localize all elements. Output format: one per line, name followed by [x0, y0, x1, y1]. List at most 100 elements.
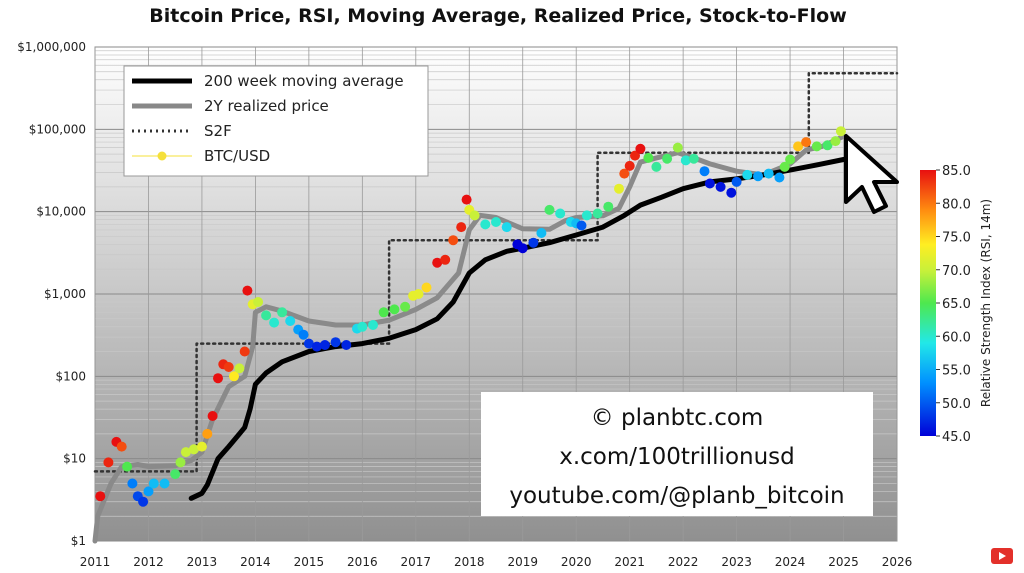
btc-usd-point [330, 337, 341, 348]
btc-usd-point [742, 169, 753, 180]
btc-usd-point [614, 183, 624, 194]
btc-usd-point [801, 137, 812, 148]
btc-usd-point [202, 428, 213, 439]
btc-usd-point [528, 237, 539, 248]
x-tick-label: 2019 [507, 555, 538, 569]
credit-line-youtube: youtube.com/@planb_bitcoin [509, 483, 844, 509]
btc-usd-point [491, 217, 501, 227]
x-tick-label: 2026 [882, 555, 913, 569]
btc-usd-point [662, 153, 673, 164]
colorbar-tick-label: 85.0 [942, 164, 971, 179]
btc-usd-point [536, 228, 547, 238]
x-tick-label: 2018 [454, 555, 485, 569]
btc-usd-point [699, 166, 710, 177]
btc-usd-point [223, 362, 234, 372]
btc-usd-point [680, 155, 691, 166]
btc-usd-point [469, 210, 480, 221]
btc-usd-point [830, 136, 841, 147]
colorbar-tick-label: 80.0 [942, 197, 971, 212]
colorbar-tick-label: 60.0 [942, 330, 971, 345]
y-tick-label: $10 [63, 452, 86, 466]
btc-usd-point [188, 444, 199, 455]
btc-usd-point [319, 340, 330, 350]
btc-usd-point [811, 141, 822, 152]
btc-usd-point [715, 181, 726, 192]
btc-usd-point [127, 478, 138, 489]
colorbar-tick-label: 75.0 [942, 231, 971, 246]
btc-usd-point [95, 491, 106, 502]
btc-usd-point [357, 321, 368, 332]
btc-usd-point [544, 204, 555, 215]
credit-box: © planbtc.com x.com/100trillionusd youtu… [481, 392, 873, 516]
btc-usd-point [303, 338, 314, 349]
btc-usd-point [624, 160, 635, 171]
btc-usd-point [253, 297, 264, 307]
btc-usd-point [277, 307, 288, 318]
btc-usd-point [581, 210, 592, 221]
btc-usd-point [421, 282, 432, 293]
legend-box [123, 65, 429, 177]
subscribe-badge-icon[interactable] [991, 548, 1013, 564]
x-tick-label: 2022 [668, 555, 699, 569]
btc-usd-point [368, 320, 378, 330]
y-tick-label: $1,000,000 [17, 40, 86, 54]
x-tick-label: 2023 [721, 555, 752, 569]
credit-box-bg [481, 392, 873, 516]
colorbar-tick-label: 70.0 [942, 264, 971, 279]
btc-usd-point [501, 222, 512, 233]
btc-usd-point [122, 461, 133, 472]
btc-usd-point [196, 441, 207, 452]
chart-title: Bitcoin Price, RSI, Moving Average, Real… [149, 5, 847, 27]
btc-usd-point [311, 341, 322, 352]
legend-label-200wma: 200 week moving average [204, 72, 404, 90]
btc-usd-point [731, 176, 742, 187]
btc-usd-point [461, 194, 472, 205]
y-axis: $1 $10 $100 $1,000 $10,000 $100,000 $1,000,000 [17, 40, 86, 548]
btc-usd-point [269, 317, 280, 328]
btc-usd-point [103, 457, 114, 468]
colorbar-tick-label: 55.0 [942, 364, 971, 379]
btc-usd-point [234, 363, 245, 374]
btc-usd-point [440, 254, 451, 265]
btc-usd-point [213, 373, 223, 384]
y-tick-label: $1 [71, 534, 86, 548]
btc-usd-point [704, 178, 715, 189]
x-tick-label: 2013 [187, 555, 218, 569]
arrow-cursor-icon [844, 134, 899, 214]
btc-usd-point [138, 496, 149, 507]
colorbar: 45.0 50.0 55.0 60.0 65.0 70.0 75.0 80.0 85.0 Rel… [920, 164, 993, 445]
y-tick-label: $100,000 [29, 122, 86, 136]
x-axis: 2011 2012 2013 2014 2015 2016 2017 2018 2019 2020… [80, 555, 913, 569]
btc-usd-point [448, 235, 459, 246]
x-tick-label: 2011 [80, 555, 111, 569]
btc-usd-point [592, 208, 603, 219]
y-tick-label: $100 [55, 369, 86, 383]
btc-usd-point [239, 346, 250, 357]
colorbar-gradient [920, 170, 936, 436]
colorbar-tick-label: 65.0 [942, 297, 971, 312]
btc-usd-point [651, 161, 662, 172]
btc-usd-point [456, 222, 467, 233]
colorbar-label: Relative Strength Index (RSI, 14m) [979, 199, 993, 407]
btc-usd-point [432, 257, 443, 268]
colorbar-ticks: 45.0 50.0 55.0 60.0 65.0 70.0 75.0 80.0 85.0 [936, 164, 971, 445]
btc-usd-point [175, 457, 186, 468]
btc-usd-point [517, 243, 528, 254]
btc-usd-point [630, 150, 640, 161]
btc-usd-point [753, 171, 763, 182]
credit-line-x: x.com/100trillionusd [559, 444, 795, 470]
btc-usd-point [341, 340, 352, 350]
btc-usd-point [835, 126, 846, 137]
btc-usd-point [143, 486, 154, 497]
x-tick-label: 2016 [347, 555, 378, 569]
y-tick-label: $10,000 [36, 205, 86, 219]
legend: 200 week moving average 2Y realized pric… [123, 65, 429, 177]
line-s2f [93, 71, 899, 473]
x-tick-label: 2014 [240, 555, 271, 569]
btc-usd-point [159, 478, 170, 489]
btc-usd-point [207, 411, 218, 421]
btc-usd-point [774, 172, 785, 183]
btc-usd-point [779, 161, 790, 172]
legend-label-s2f: S2F [204, 122, 232, 140]
btc-usd-point [400, 301, 411, 312]
